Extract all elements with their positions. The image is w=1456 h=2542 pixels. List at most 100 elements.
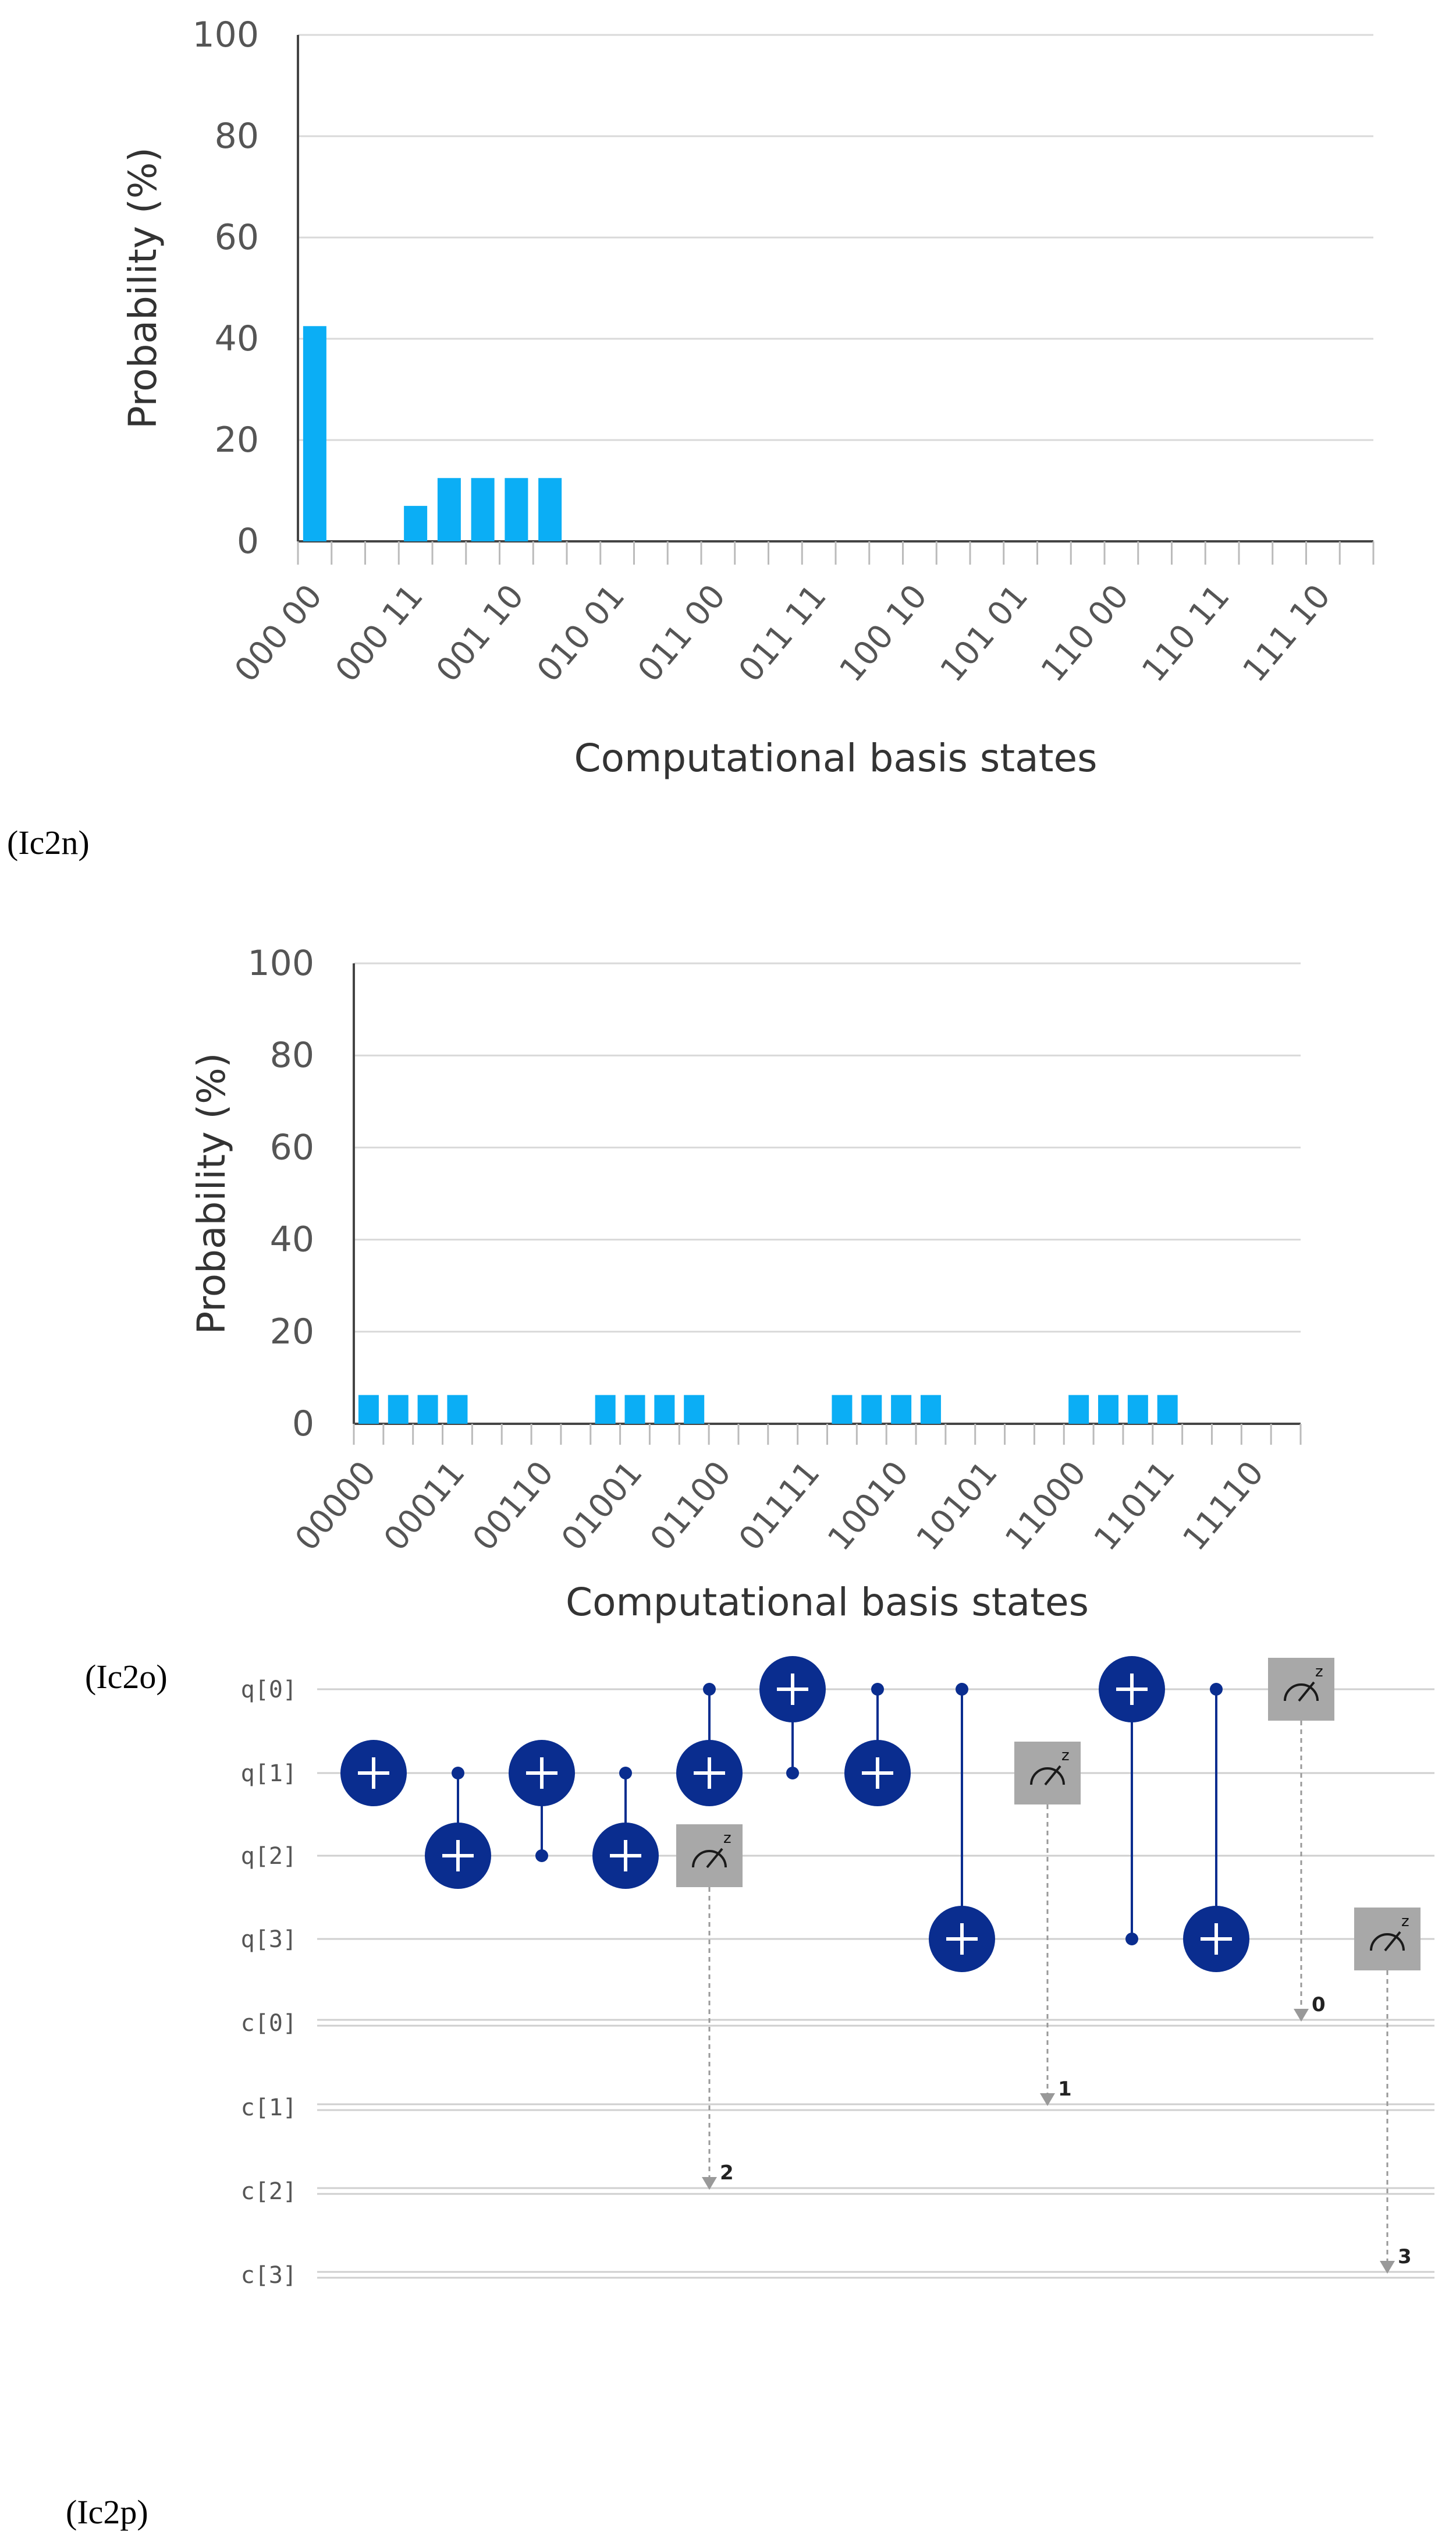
bar (303, 326, 326, 541)
x-tick-label: 00110 (466, 1454, 561, 1558)
y-tick-label: 20 (215, 420, 259, 460)
x-tick-label: 101 01 (933, 577, 1036, 689)
measure-basis-icon: z (1315, 1663, 1323, 1681)
bar (447, 1395, 468, 1424)
meter-needle-icon (706, 1848, 723, 1869)
control-dot (1210, 1683, 1223, 1696)
measure-basis-icon: z (1401, 1913, 1409, 1930)
bar (417, 1395, 438, 1424)
bar (437, 478, 461, 541)
meter-needle-icon (1044, 1765, 1061, 1786)
bar (891, 1395, 912, 1424)
x-tick-label: 100 10 (832, 577, 935, 689)
qubit-label: q[1] (241, 1760, 297, 1787)
meter-needle-icon (1298, 1681, 1315, 1702)
x-tick-label: 11110 (1176, 1454, 1271, 1558)
bar (505, 478, 528, 541)
bar (624, 1395, 645, 1424)
caption-ic2p: (Ic2p) (66, 2493, 148, 2531)
x-tick-label: 111 10 (1235, 577, 1338, 689)
x-tick-label: 110 11 (1135, 577, 1237, 689)
x-tick-label: 001 10 (429, 577, 531, 689)
clbit-label: c[1] (241, 2094, 297, 2121)
clbit-label: c[3] (241, 2262, 297, 2289)
bar (684, 1395, 705, 1424)
meter-icon (692, 1850, 727, 1868)
x-tick-label: 10010 (821, 1454, 916, 1558)
x-tick-label: 00011 (377, 1454, 472, 1558)
control-dot (619, 1767, 632, 1779)
x-tick-label: 000 11 (328, 577, 431, 689)
measure-arrow (1380, 2261, 1395, 2274)
control-dot (956, 1683, 968, 1696)
bar (654, 1395, 675, 1424)
x-tick-label: 01001 (554, 1454, 649, 1558)
measure-bit-label: 0 (1312, 1993, 1326, 2016)
x-tick-label: 11000 (998, 1454, 1093, 1558)
y-tick-label: 0 (237, 521, 259, 562)
y-tick-label: 60 (270, 1127, 314, 1168)
x-axis-title: Computational basis states (566, 1580, 1089, 1625)
qubit-label: q[2] (241, 1843, 297, 1870)
bar (358, 1395, 379, 1424)
measure-gate (676, 1824, 743, 1887)
clbit-label: c[0] (241, 2010, 297, 2037)
measure-bit-label: 2 (720, 2161, 734, 2185)
x-tick-label: 11011 (1087, 1454, 1182, 1558)
x-tick-label: 10101 (910, 1454, 1005, 1558)
caption-ic2n: (Ic2n) (7, 824, 90, 861)
y-tick-label: 40 (270, 1219, 314, 1260)
bar (1127, 1395, 1148, 1424)
measure-arrow (702, 2177, 717, 2190)
measure-bit-label: 1 (1058, 2077, 1072, 2101)
qubit-label: q[3] (241, 1926, 297, 1953)
clbit-label: c[2] (241, 2178, 297, 2205)
bar (832, 1395, 853, 1424)
meter-icon (1030, 1767, 1065, 1785)
measure-basis-icon: z (723, 1830, 731, 1847)
measure-bit-label: 3 (1398, 2245, 1412, 2268)
y-tick-label: 20 (270, 1311, 314, 1352)
meter-icon (1370, 1933, 1405, 1951)
x-tick-label: 110 00 (1034, 577, 1137, 689)
x-tick-label: 011 00 (631, 577, 733, 689)
bar (1098, 1395, 1119, 1424)
quantum-circuit: q[0] q[1] q[2] q[3] c[0] c[1] c[2] c[3] z 2 z 1 z 0 z 3 (241, 1656, 1434, 2289)
measure-gate (1268, 1658, 1334, 1721)
bar (404, 506, 428, 541)
meter-needle-icon (1384, 1931, 1401, 1952)
x-tick-label: 00000 (288, 1454, 383, 1558)
y-tick-label: 80 (270, 1035, 314, 1076)
bar (1068, 1395, 1089, 1424)
x-axis-title: Computational basis states (574, 736, 1098, 781)
bar (595, 1395, 616, 1424)
y-tick-label: 0 (292, 1403, 314, 1444)
control-dot (786, 1767, 799, 1779)
control-dot (871, 1683, 884, 1696)
bar (388, 1395, 409, 1424)
control-dot (535, 1849, 548, 1862)
x-tick-label: 011 11 (731, 577, 834, 689)
y-tick-label: 100 (192, 15, 259, 55)
control-dot (1125, 1933, 1138, 1945)
measure-gate (1354, 1908, 1421, 1970)
x-tick-label: 000 00 (228, 577, 330, 689)
x-tick-label: 010 01 (530, 577, 633, 689)
x-tick-label: 01100 (643, 1454, 738, 1558)
caption-ic2o: (Ic2o) (85, 1658, 168, 1696)
chart-ic2o: 0 20 40 60 80 100 0000000011001100100101100011… (189, 943, 1302, 1625)
y-tick-label: 100 (247, 943, 314, 984)
bar (538, 478, 562, 541)
control-dot (452, 1767, 464, 1779)
control-dot (703, 1683, 716, 1696)
y-tick-label: 40 (215, 318, 259, 359)
qubit-label: q[0] (241, 1676, 297, 1703)
measure-basis-icon: z (1061, 1747, 1070, 1764)
measure-arrow (1040, 2093, 1055, 2106)
bar (861, 1395, 882, 1424)
measure-arrow (1294, 2009, 1309, 2022)
bar (471, 478, 495, 541)
meter-icon (1284, 1683, 1319, 1701)
